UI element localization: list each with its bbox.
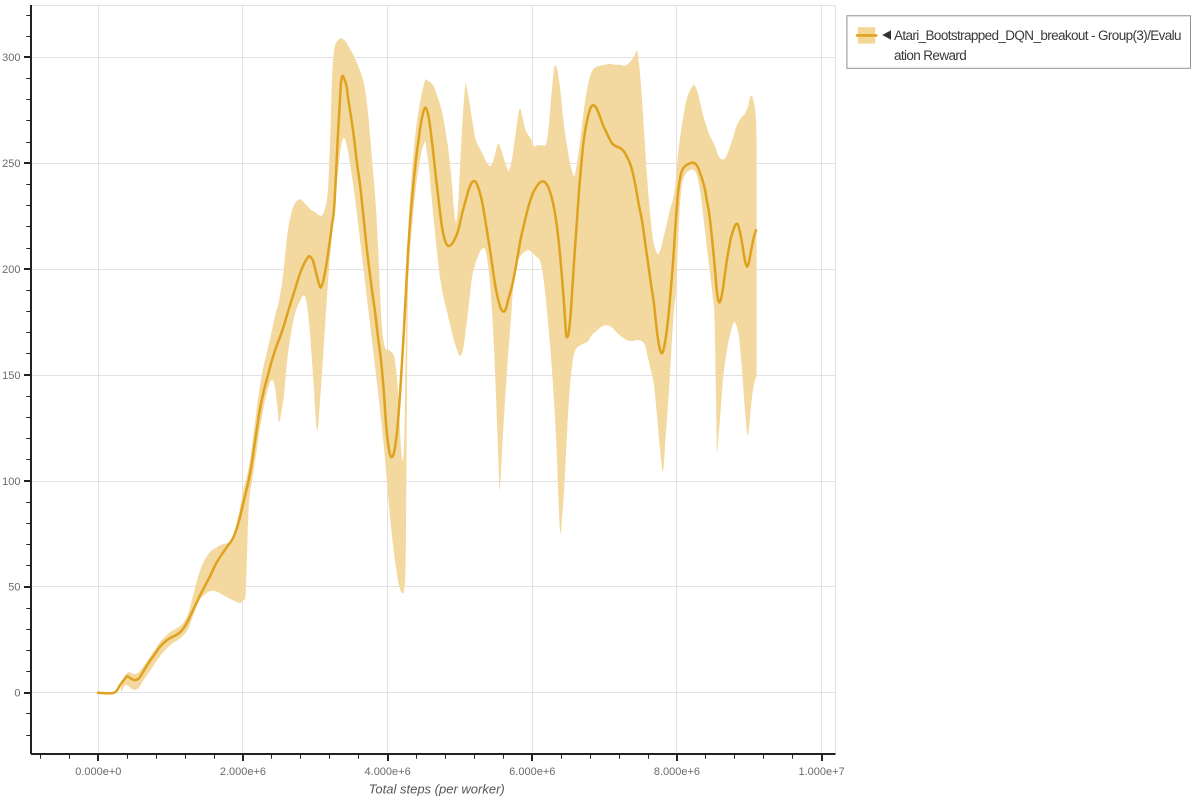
svg-text:0: 0 — [14, 688, 20, 700]
svg-text:ation Reward: ation Reward — [894, 48, 966, 63]
svg-text:Total steps (per worker): Total steps (per worker) — [369, 781, 505, 796]
svg-text:8.000e+6: 8.000e+6 — [654, 766, 700, 778]
svg-text:300: 300 — [2, 52, 20, 64]
svg-text:200: 200 — [2, 264, 20, 276]
svg-text:150: 150 — [2, 370, 20, 382]
svg-text:2.000e+6: 2.000e+6 — [220, 766, 266, 778]
svg-text:6.000e+6: 6.000e+6 — [509, 766, 555, 778]
svg-text:100: 100 — [2, 476, 20, 488]
svg-text:1.000e+7: 1.000e+7 — [799, 766, 845, 778]
svg-text:50: 50 — [8, 582, 20, 594]
svg-text:0.000e+0: 0.000e+0 — [75, 766, 121, 778]
svg-text:Atari_Bootstrapped_DQN_breakou: Atari_Bootstrapped_DQN_breakout - Group(… — [894, 28, 1181, 43]
svg-text:250: 250 — [2, 158, 20, 170]
svg-text:4.000e+6: 4.000e+6 — [365, 766, 411, 778]
